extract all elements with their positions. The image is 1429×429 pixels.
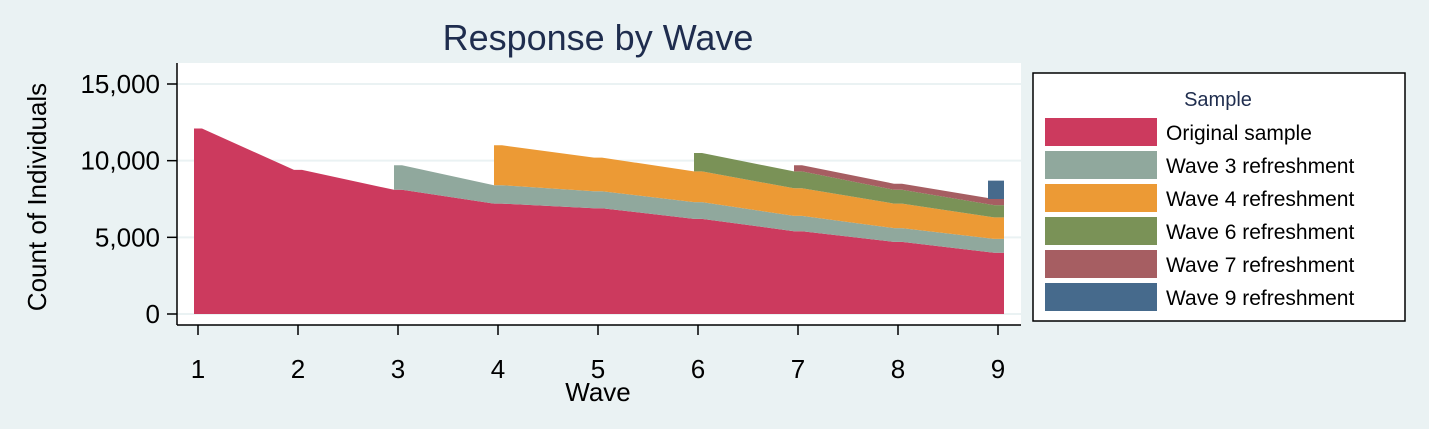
legend-label: Original sample [1166, 122, 1312, 145]
x-tick-label: 4 [491, 354, 505, 384]
legend-label: Wave 6 refreshment [1166, 221, 1354, 244]
area-series-3 [494, 145, 1004, 239]
x-tick-label: 6 [691, 354, 705, 384]
chart-title: Response by Wave [443, 17, 754, 58]
x-tick-label: 3 [391, 354, 405, 384]
x-ticks-group: 1 2 3 4 5 6 7 8 9 [191, 325, 1005, 384]
legend-label: Wave 9 refreshment [1166, 287, 1354, 310]
legend-swatch [1045, 217, 1157, 245]
x-tick-label: 2 [291, 354, 305, 384]
legend-label: Wave 4 refreshment [1166, 188, 1354, 211]
legend-swatch [1045, 151, 1157, 179]
x-tick-label: 9 [991, 354, 1005, 384]
area-series-4 [694, 153, 1004, 218]
legend-swatch [1045, 184, 1157, 212]
legend-label: Wave 3 refreshment [1166, 155, 1354, 178]
legend-swatch [1045, 118, 1157, 146]
x-tick-label: 8 [891, 354, 905, 384]
legend-title: Sample [1184, 89, 1252, 111]
x-axis-label: Wave [565, 377, 631, 407]
axes-group [176, 63, 1021, 326]
y-tick-label: 10,000 [80, 146, 160, 176]
area-series-group [194, 128, 1004, 314]
legend-swatch [1045, 283, 1157, 311]
x-tick-label: 7 [791, 354, 805, 384]
x-tick-label: 5 [591, 354, 605, 384]
area-series-5 [794, 165, 1004, 206]
y-tick-label: 5,000 [95, 222, 160, 252]
legend: Sample Original sample Wave 3 refreshment… [1032, 72, 1406, 322]
y-tick-label: 15,000 [80, 69, 160, 99]
x-tick-label: 1 [191, 354, 205, 384]
area-series-6 [988, 180, 1004, 199]
legend-items: Original sample Wave 3 refreshment Wave 4 … [1045, 118, 1354, 311]
y-tick-label: 0 [146, 299, 160, 329]
area-series-2 [394, 165, 1004, 253]
area-series-1 [194, 128, 1004, 314]
y-axis-label: Count of Individuals [22, 83, 52, 311]
y-ticks-group: 0 5,000 10,000 15,000 [80, 69, 177, 329]
legend-swatch [1045, 250, 1157, 278]
legend-label: Wave 7 refreshment [1166, 254, 1354, 277]
